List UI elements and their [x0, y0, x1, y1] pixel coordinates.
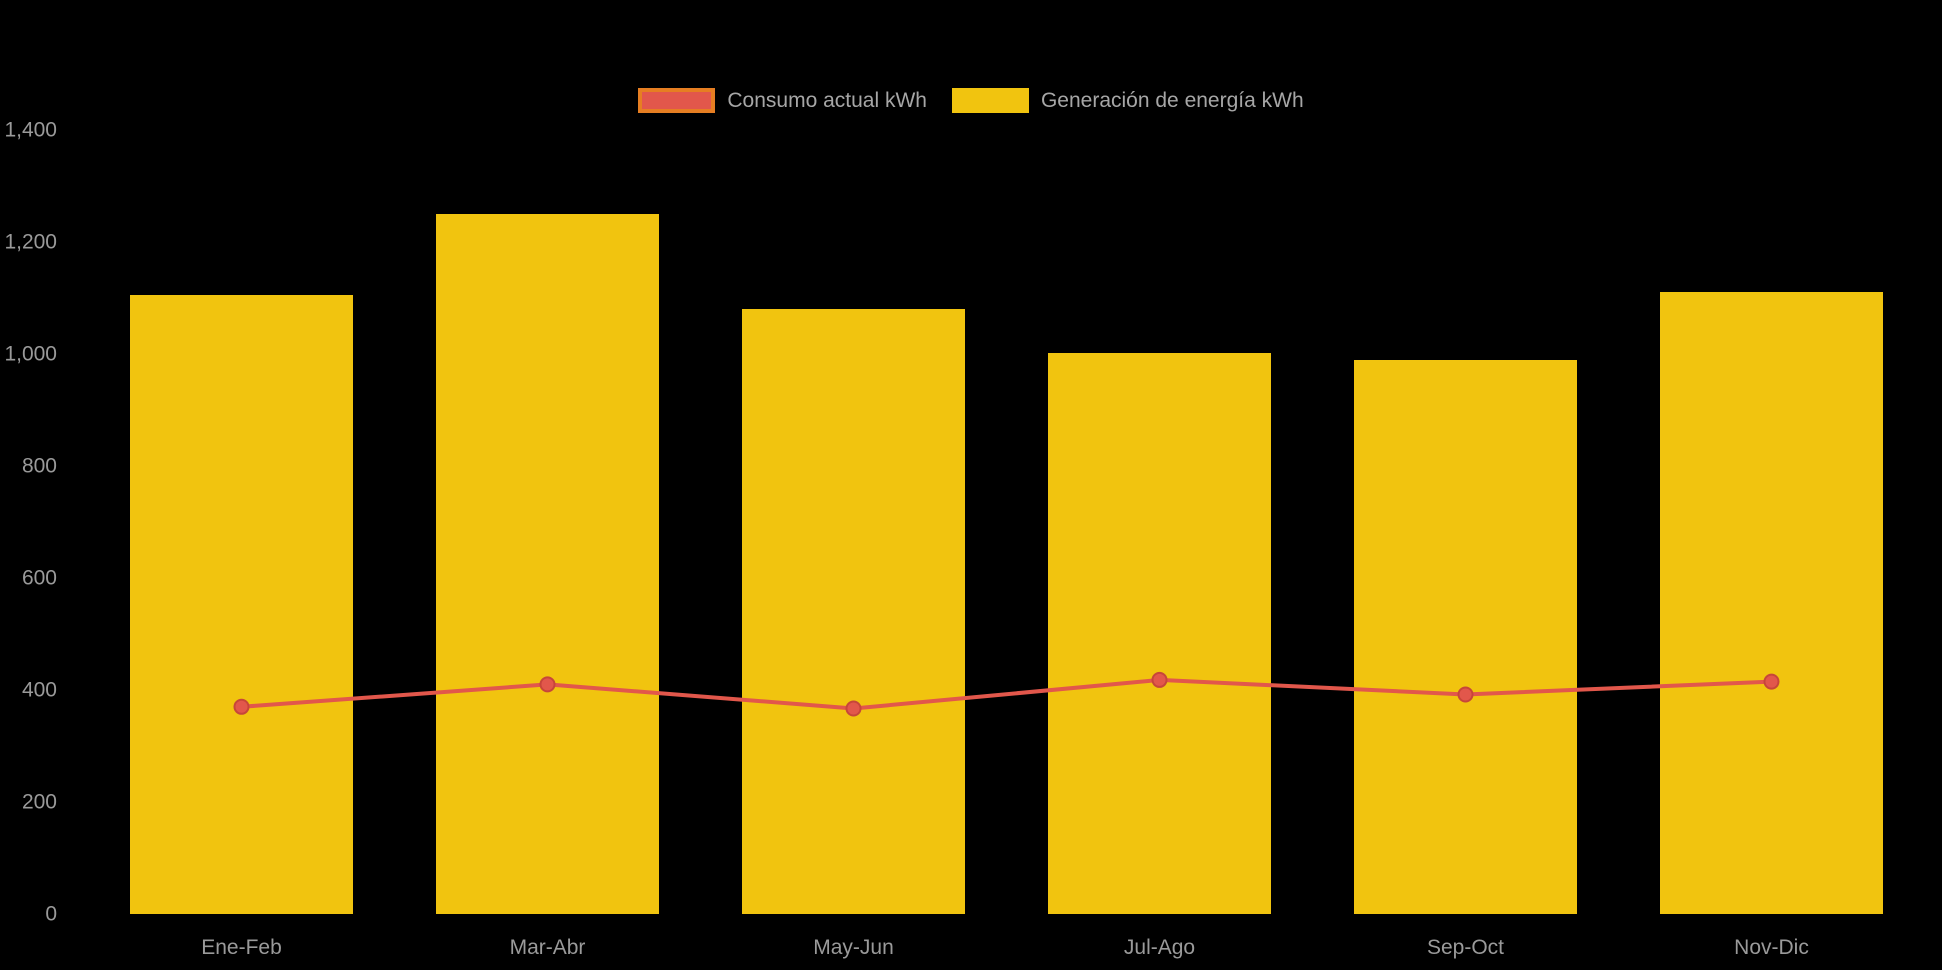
line-point-ene-feb[interactable]: [233, 698, 250, 715]
bar-jul-ago[interactable]: [1048, 352, 1271, 914]
x-axis-label-may-jun: May-Jun: [813, 936, 894, 959]
legend-item-generacion[interactable]: Generación de energía kWh: [951, 88, 1304, 113]
legend-item-consumo-actual[interactable]: Consumo actual kWh: [638, 88, 927, 113]
y-axis-label-0: 0: [45, 902, 57, 926]
y-axis-label-600: 600: [21, 566, 57, 590]
line-point-jul-ago[interactable]: [1151, 671, 1168, 688]
y-axis-label-800: 800: [21, 454, 57, 478]
legend-label-consumo-actual: Consumo actual kWh: [727, 88, 927, 112]
legend-label-generacion: Generación de energía kWh: [1040, 88, 1304, 112]
x-axis-label-jul-ago: Jul-Ago: [1123, 936, 1196, 959]
x-axis-label-sep-oct: Sep-Oct: [1426, 936, 1505, 959]
y-axis-label-1,000: 1,000: [4, 342, 57, 366]
y-axis-label-400: 400: [21, 678, 57, 702]
y-axis-label-1,400: 1,400: [4, 118, 57, 142]
bar-ene-feb[interactable]: [130, 295, 353, 914]
line-point-may-jun[interactable]: [845, 700, 862, 717]
legend: Consumo actual kWh Generación de energía…: [0, 88, 1942, 113]
x-axis-label-nov-dic: Nov-Dic: [1734, 936, 1809, 959]
y-axis-label-200: 200: [21, 790, 57, 814]
bar-may-jun[interactable]: [742, 309, 965, 914]
y-axis-label-1,200: 1,200: [4, 230, 57, 254]
legend-swatch-consumo-actual: [638, 88, 716, 113]
line-point-mar-abr[interactable]: [539, 676, 556, 693]
legend-swatch-generacion: [951, 88, 1029, 113]
x-axis-label-ene-feb: Ene-Feb: [201, 936, 282, 959]
line-point-sep-oct[interactable]: [1457, 686, 1474, 703]
bar-sep-oct[interactable]: [1354, 359, 1577, 914]
bar-nov-dic[interactable]: [1660, 292, 1883, 914]
line-point-nov-dic[interactable]: [1763, 673, 1780, 690]
bar-mar-abr[interactable]: [436, 214, 659, 914]
x-axis-label-mar-abr: Mar-Abr: [509, 936, 586, 959]
